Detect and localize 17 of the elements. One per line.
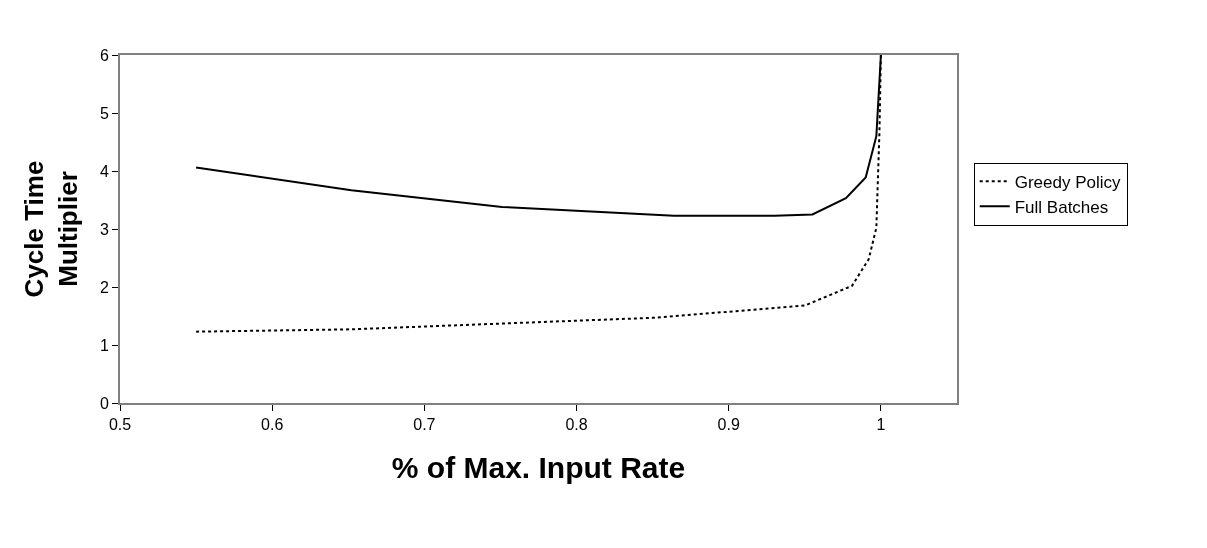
x-tick-label: 0.5: [108, 416, 132, 434]
legend-label: Full Batches: [1014, 197, 1109, 217]
y-tick-label: 1: [99, 336, 109, 354]
x-tick-label: 0.9: [717, 416, 740, 434]
legend-label: Greedy Policy: [1014, 172, 1122, 192]
x-tick-label: 0.7: [413, 416, 436, 434]
y-tick-label: 6: [99, 46, 109, 64]
x-tick-label: 0.8: [565, 416, 588, 434]
x-axis-title: % of Max. Input Rate: [391, 451, 686, 485]
y-tick-label: 5: [99, 104, 109, 122]
y-tick-label: 2: [99, 278, 109, 296]
y-axis-title: Cycle Time Multiplier: [18, 160, 83, 298]
y-tick-label: 4: [99, 162, 109, 180]
y-tick-label: 3: [99, 220, 109, 238]
x-tick-label: 1: [876, 416, 886, 434]
y-tick-label: 0: [99, 394, 109, 412]
x-tick-label: 0.6: [261, 416, 284, 434]
